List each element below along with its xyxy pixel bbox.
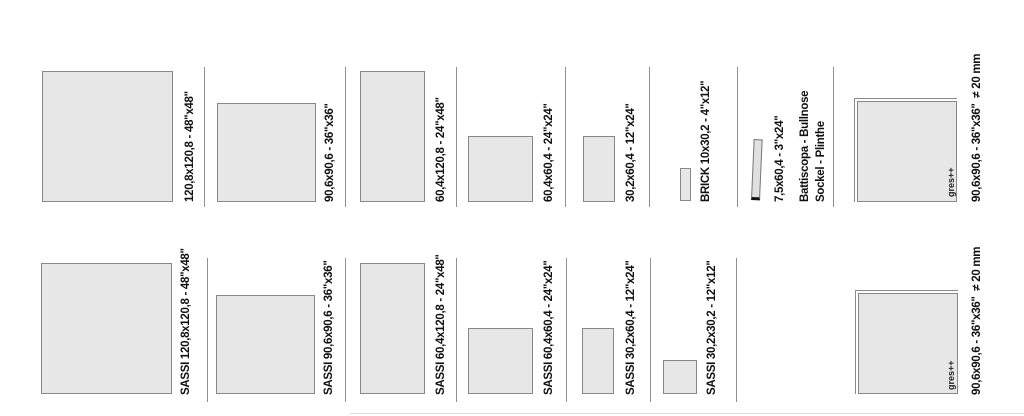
divider [456, 67, 457, 207]
tile-label-brick-10x30: BRICK 10x30,2 - 4"x12" [700, 80, 712, 202]
tile-label-30x60: 30,2x60,4 - 12"x24" [625, 103, 637, 202]
tile-swatch-60x60 [468, 136, 533, 202]
tile-swatch-120x120 [42, 71, 173, 202]
battiscopa-name-label: Battiscopa - Bullnose Sockel - Plinthe [797, 91, 829, 202]
battiscopa-swatch [751, 139, 763, 201]
tile-swatch-30x60 [583, 136, 615, 202]
tile-swatch-sassi-120x120 [41, 263, 172, 394]
tile-label-90x90: 90,6x90,6 - 36"x36" [324, 103, 336, 202]
tile-label-sassi-60x60: SASSI 60,4x60,4 - 24"x24" [543, 260, 555, 395]
gres-plus-plus-badge: gres++ [946, 167, 956, 197]
page-edge-line [350, 413, 1024, 414]
slab-20mm-label: 90,6x90,6 - 36"x36" ≠ 20 mm [971, 246, 983, 395]
slab-20mm-swatch [854, 98, 957, 202]
tile-swatch-brick-10x30 [680, 168, 691, 201]
tile-swatch-sassi-90x90 [216, 295, 315, 394]
divider [566, 258, 567, 402]
tile-label-60x60: 60,4x60,4 - 24"x24" [543, 103, 555, 202]
tile-swatch-sassi-30x30 [663, 360, 697, 394]
slab-20mm-face [858, 293, 958, 394]
divider [345, 258, 346, 402]
divider [650, 258, 651, 402]
divider [565, 67, 566, 207]
battiscopa-size-label: 7,5x60,4 - 3"x24" [774, 115, 786, 202]
divider [456, 258, 457, 402]
tile-swatch-60x120 [360, 71, 425, 202]
slab-20mm-swatch-sassi [855, 290, 958, 394]
tile-swatch-sassi-60x120 [360, 263, 425, 394]
tile-swatch-sassi-60x60 [468, 328, 533, 394]
divider [649, 67, 650, 207]
tile-swatch-sassi-30x60 [582, 328, 614, 394]
battiscopa-name-line2: Sockel - Plinthe [815, 121, 827, 202]
tile-label-sassi-120x120: SASSI 120,8x120,8 - 48"x48" [180, 248, 192, 395]
tile-label-sassi-30x30: SASSI 30,2x30,2 - 12"x12" [706, 260, 718, 395]
divider [204, 67, 205, 207]
tile-swatch-90x90 [217, 103, 316, 202]
divider [737, 67, 738, 207]
divider [207, 258, 208, 402]
divider [736, 258, 737, 402]
tile-label-sassi-90x90: SASSI 90,6x90,6 - 36"x36" [323, 260, 335, 395]
gres-plus-plus-badge: gres++ [946, 360, 956, 390]
tile-label-sassi-30x60: SASSI 30,2x60,4 - 12"x24" [625, 260, 637, 395]
slab-20mm-label: 90,6x90,6 - 36"x36" ≠ 20 mm [971, 53, 983, 202]
divider [345, 67, 346, 207]
tile-label-sassi-60x120: SASSI 60,4x120,8 - 24"x48" [435, 254, 447, 395]
battiscopa-name-line1: Battiscopa - Bullnose [799, 90, 811, 202]
tile-label-60x120: 60,4x120,8 - 24"x48" [435, 97, 447, 202]
tile-label-120x120: 120,8x120,8 - 48"x48" [184, 91, 196, 202]
divider [833, 67, 834, 207]
slab-20mm-face [857, 101, 957, 202]
